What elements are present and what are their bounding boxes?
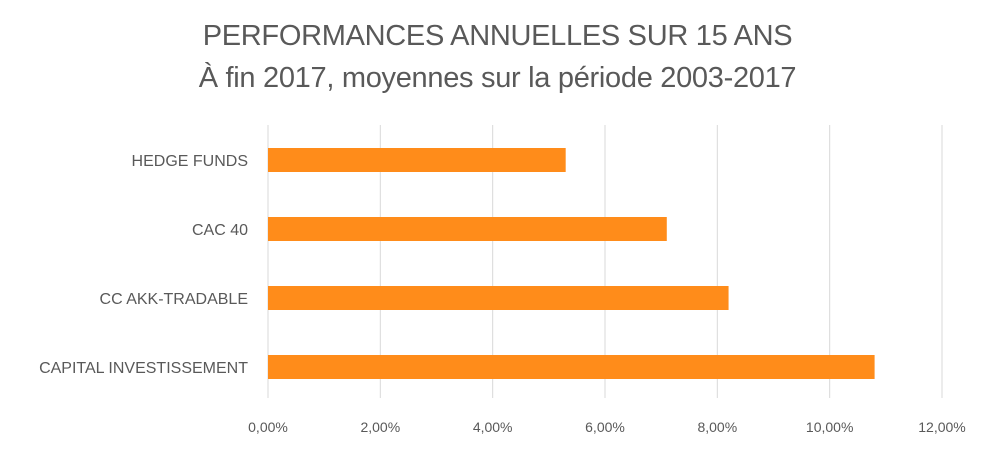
category-label: CAPITAL INVESTISSEMENT: [39, 360, 248, 377]
x-tick-label: 8,00%: [697, 419, 737, 435]
category-label: CC AKK-TRADABLE: [100, 291, 248, 308]
bar: [268, 286, 729, 310]
chart-subtitle: À fin 2017, moyennes sur la période 2003…: [198, 62, 797, 94]
bar: [268, 355, 875, 379]
x-tick-label: 4,00%: [473, 419, 513, 435]
chart-title: PERFORMANCES ANNUELLES SUR 15 ANS: [202, 20, 793, 52]
x-tick-labels: 0,00% 2,00% 4,00% 6,00% 8,00% 10,00% 12,00%: [248, 419, 966, 435]
x-tick-label: 12,00%: [918, 419, 965, 435]
bar: [268, 217, 667, 241]
category-label: HEDGE FUNDS: [132, 153, 248, 170]
category-label: CAC 40: [192, 222, 248, 239]
bars: [268, 148, 875, 379]
bar: [268, 148, 566, 172]
x-tick-label: 10,00%: [806, 419, 853, 435]
x-tick-label: 2,00%: [360, 419, 400, 435]
x-tick-label: 6,00%: [585, 419, 625, 435]
category-labels: HEDGE FUNDS CAC 40 CC AKK-TRADABLE CAPITAL …: [39, 153, 248, 377]
x-tick-label: 0,00%: [248, 419, 288, 435]
